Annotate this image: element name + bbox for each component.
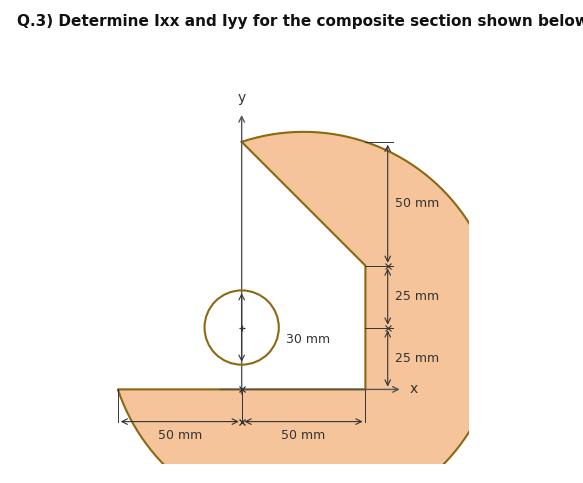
Text: 30 mm: 30 mm	[286, 333, 331, 346]
Text: y: y	[237, 91, 246, 105]
Text: 25 mm: 25 mm	[395, 352, 439, 365]
Text: 50 mm: 50 mm	[282, 429, 326, 442]
Polygon shape	[118, 132, 499, 483]
Circle shape	[205, 290, 279, 365]
Text: Q.3) Determine Ixx and Iyy for the composite section shown below.: Q.3) Determine Ixx and Iyy for the compo…	[17, 14, 583, 29]
Text: 25 mm: 25 mm	[395, 290, 439, 303]
Text: 50 mm: 50 mm	[157, 429, 202, 442]
Text: 50 mm: 50 mm	[395, 197, 440, 210]
Text: x: x	[410, 383, 418, 397]
